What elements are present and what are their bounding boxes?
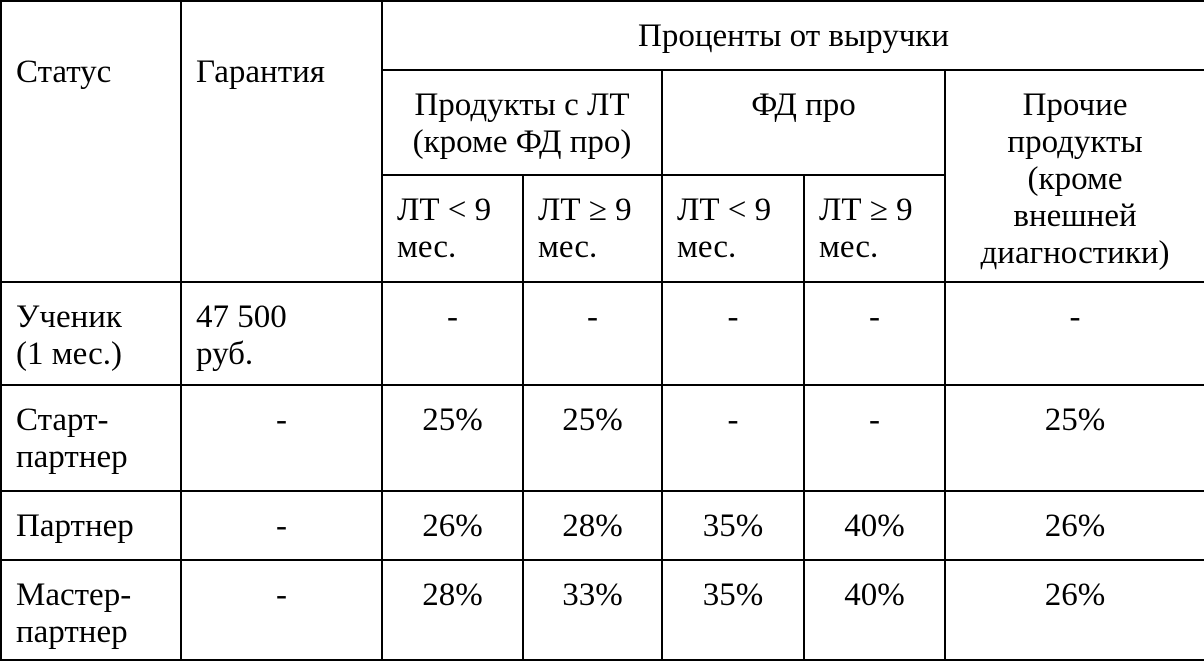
fd-ge9-cell: 40% — [803, 490, 946, 561]
lt-ge9-cell: 25% — [522, 384, 663, 492]
lt-ge9-header: ЛТ ≥ 9 мес. — [538, 192, 632, 265]
fd-ge9-cell: 40% — [803, 559, 946, 661]
lt-lt9-cell: 26% — [381, 490, 524, 561]
lt-lt9-cell: 25% — [381, 384, 524, 492]
lt-lt9-cell: 28% — [381, 559, 524, 661]
other-value: 26% — [1044, 508, 1106, 544]
products-lt-header: Продукты с ЛТ (кроме ФД про) — [412, 87, 632, 160]
fd-pro-header: ФД про — [751, 87, 856, 123]
other-value: 26% — [1044, 577, 1106, 613]
fd-lt9-value: - — [727, 402, 739, 438]
guarantee-cell: - — [180, 559, 383, 661]
table-row: Ученик (1 мес.) 47 500 руб. - - - - - — [0, 281, 1204, 386]
fd-lt9-value: 35% — [702, 577, 764, 613]
other-value: - — [1069, 299, 1081, 335]
fd-pro-header-cell: ФД про — [661, 69, 946, 176]
status-cell: Партнер — [0, 490, 182, 561]
lt-ge9-cell: 28% — [522, 490, 663, 561]
lt-ge9-value: 28% — [562, 508, 623, 544]
revenue-percent-header: Проценты от выручки — [638, 18, 950, 54]
fd-lt9-cell: - — [661, 384, 805, 492]
guarantee-value: - — [276, 508, 287, 544]
table-row: Партнер - 26% 28% 35% 40% 26% — [0, 490, 1204, 561]
products-lt-header-cell: Продукты с ЛТ (кроме ФД про) — [381, 69, 663, 176]
lt-ge9-cell: - — [522, 281, 663, 386]
other-cell: 25% — [943, 384, 1204, 492]
status-value: Ученик (1 мес.) — [16, 299, 122, 372]
status-value: Мастер- партнер — [16, 577, 132, 650]
lt-ge9-value: - — [587, 299, 598, 335]
other-cell: - — [943, 281, 1204, 386]
fd-lt9-value: - — [727, 299, 739, 335]
status-value: Партнер — [16, 508, 134, 544]
fd-ge9-value: 40% — [844, 577, 905, 613]
lt-ge9-value: 25% — [562, 402, 623, 438]
lt-lt9-header-cell: ЛТ < 9 мес. — [381, 174, 524, 283]
other-value: 25% — [1044, 402, 1106, 438]
guarantee-value: - — [276, 577, 287, 613]
lt-ge9-header-cell: ЛТ ≥ 9 мес. — [522, 174, 663, 283]
status-cell: Старт- партнер — [0, 384, 182, 492]
fd-ge9-header-cell: ЛТ ≥ 9 мес. — [803, 174, 946, 283]
fd-ge9-cell: - — [803, 384, 946, 492]
status-value: Старт- партнер — [16, 402, 128, 475]
other-cell: 26% — [943, 559, 1204, 661]
fd-lt9-value: 35% — [702, 508, 764, 544]
lt-lt9-cell: - — [381, 281, 524, 386]
table-row: Мастер- партнер - 28% 33% 35% 40% 26% — [0, 559, 1204, 661]
header-row-1: Статус Гарантия Проценты от выручки — [0, 0, 1204, 283]
other-products-header-cell: Прочие продукты (кроме внешней диагности… — [943, 69, 1204, 283]
guarantee-header: Гарантия — [196, 54, 325, 90]
guarantee-header-cell: Гарантия — [180, 0, 383, 283]
fd-lt9-header: ЛТ < 9 мес. — [677, 192, 772, 265]
status-header-cell: Статус — [0, 0, 182, 283]
lt-lt9-value: 26% — [422, 508, 483, 544]
fd-lt9-cell: 35% — [661, 490, 805, 561]
revenue-percent-header-cell: Проценты от выручки — [380, 0, 1204, 71]
table-row: Старт- партнер - 25% 25% - - 25% — [0, 384, 1204, 492]
fd-lt9-header-cell: ЛТ < 9 мес. — [661, 174, 805, 283]
fd-ge9-value: 40% — [844, 508, 905, 544]
fd-ge9-header: ЛТ ≥ 9 мес. — [819, 192, 913, 265]
lt-ge9-cell: 33% — [522, 559, 663, 661]
lt-ge9-value: 33% — [562, 577, 623, 613]
lt-lt9-value: - — [447, 299, 458, 335]
lt-lt9-value: 28% — [422, 577, 483, 613]
header-row-2: Продукты с ЛТ (кроме ФД про) ФД про Проч… — [1, 69, 1204, 283]
fd-lt9-cell: - — [661, 281, 805, 386]
guarantee-cell: - — [180, 384, 383, 492]
status-header: Статус — [16, 54, 112, 90]
status-cell: Мастер- партнер — [0, 559, 182, 661]
other-products-header: Прочие продукты (кроме внешней диагности… — [980, 87, 1170, 271]
header-row-3: ЛТ < 9 мес. ЛТ ≥ 9 мес. ЛТ < 9 мес. ЛТ ≥… — [1, 174, 1204, 283]
fd-lt9-cell: 35% — [661, 559, 805, 661]
guarantee-value: - — [276, 402, 287, 438]
lt-lt9-value: 25% — [422, 402, 483, 438]
guarantee-cell: - — [180, 490, 383, 561]
fd-ge9-cell: - — [803, 281, 946, 386]
guarantee-value: 47 500 руб. — [196, 299, 287, 372]
fd-ge9-value: - — [869, 299, 880, 335]
fd-ge9-value: - — [869, 402, 880, 438]
other-cell: 26% — [943, 490, 1204, 561]
guarantee-cell: 47 500 руб. — [180, 281, 383, 386]
lt-lt9-header: ЛТ < 9 мес. — [397, 192, 492, 265]
status-cell: Ученик (1 мес.) — [0, 281, 182, 386]
